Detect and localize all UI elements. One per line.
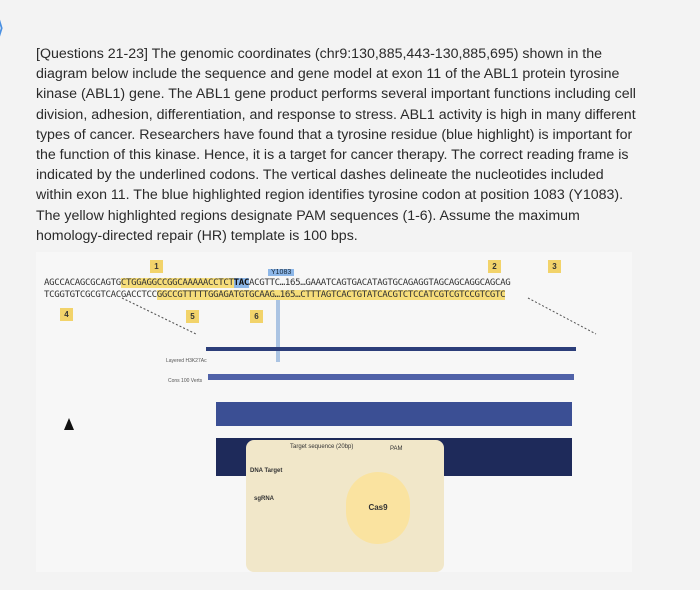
top-strand-sequence: AGCCACAGCGCAGTGCTGGAGGCCGGCAAAAACCTCTTAC… xyxy=(44,278,511,288)
question-text: [Questions 21-23] The genomic coordinate… xyxy=(36,44,656,246)
pam-label: PAM xyxy=(390,446,403,452)
pam-marker-6: 6 xyxy=(250,310,263,323)
pam-marker-1: 1 xyxy=(150,260,163,273)
cas9-panel: Target sequence (20bp) PAM DNA Target sg… xyxy=(246,440,444,572)
seq-segment: TCGGTGTCGCGTCACGACCTCC xyxy=(44,290,157,300)
question-line: indicated by the underlined codons. The … xyxy=(36,167,604,184)
pam-marker-3: 3 xyxy=(548,260,561,273)
cas9-protein: Cas9 xyxy=(346,472,410,544)
sgrna-label: sgRNA xyxy=(254,496,275,502)
dna-target-label: DNA Target xyxy=(250,468,283,474)
seq-segment: ACGTTC…165…GAAATCAGTGACATAGTGCAGAGGTAGCA… xyxy=(249,278,511,288)
question-line: types of cancer. Researchers have found … xyxy=(36,126,633,143)
conservation-track xyxy=(216,402,572,426)
question-line: within exon 11. The blue highlighted reg… xyxy=(36,187,624,204)
pam-highlight: GGCCGTTTTTGGAGATGTGCAAG…165…CTTTAGTCACTG… xyxy=(156,290,506,300)
dashed-guides xyxy=(121,297,597,362)
question-line: The yellow highlighted regions designate… xyxy=(36,207,580,224)
pam-highlight: CTGGAGGCCGGCAAAAACCTCT xyxy=(120,278,234,288)
pam-marker-5: 5 xyxy=(186,310,199,323)
target-sequence-label: Target sequence (20bp) xyxy=(290,444,354,450)
genome-figure: 1 2 3 4 5 6 Y1083 AGCCACAGCGCAGTGCTGGAGG… xyxy=(36,252,632,572)
track-label-cons: Cons 100 Verts xyxy=(168,378,203,384)
tyrosine-codon: TAC xyxy=(233,278,249,288)
mouse-cursor-icon xyxy=(64,418,74,430)
back-arrow-icon[interactable]: ⟩ xyxy=(0,17,12,39)
bottom-strand-sequence: TCGGTGTCGCGTCACGACCTCCGGCCGTTTTTGGAGATGT… xyxy=(44,290,506,300)
question-line: homology-directed repair (HR) template i… xyxy=(36,227,358,244)
question-line: the function of this kinase. Hence, it i… xyxy=(36,147,629,164)
question-line: kinase (ABL1) gene. The ABL1 gene produc… xyxy=(36,86,636,103)
pam-marker-2: 2 xyxy=(488,260,501,273)
seq-segment: AGCCACAGCGCAGTG xyxy=(44,278,121,288)
y1083-label: Y1083 xyxy=(268,269,295,276)
question-line: [Questions 21-23] The genomic coordinate… xyxy=(36,46,603,62)
question-line: division, adhesion, differentiation, and… xyxy=(36,106,636,123)
pam-marker-4: 4 xyxy=(60,308,73,321)
gene-track xyxy=(206,347,576,351)
exon-track xyxy=(208,374,574,380)
question-line: diagram below include the sequence and g… xyxy=(36,66,620,83)
track-label-layer: Layered H3K27Ac xyxy=(166,358,207,364)
